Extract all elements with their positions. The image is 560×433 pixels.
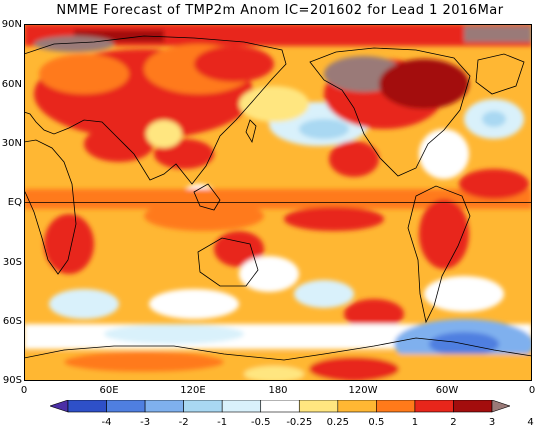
- lat-tick-eq: EQ: [7, 197, 22, 208]
- lon-tick-120e: 120E: [180, 385, 206, 396]
- lon-tick-120w: 120W: [348, 385, 378, 396]
- colorbar-label: -1: [217, 417, 228, 428]
- lat-tick-90s: 90S: [2, 375, 22, 386]
- colorbar-segment: [106, 400, 146, 413]
- colorbar-label: 0.25: [326, 417, 349, 428]
- colorbar-label: -4: [101, 417, 112, 428]
- colorbar-segment: [144, 400, 184, 413]
- colorbar-label: -0.5: [250, 417, 271, 428]
- colorbar-label: 3: [488, 417, 496, 428]
- anomaly-field: [24, 24, 532, 381]
- colorbar-label: 1: [411, 417, 419, 428]
- lon-tick-0-left: 0: [20, 385, 28, 396]
- map-title: NMME Forecast of TMP2m Anom IC=201602 fo…: [56, 3, 504, 18]
- colorbar-max-arrow: [491, 400, 510, 413]
- lat-tick-30s: 30S: [2, 257, 22, 268]
- map-frame: [24, 24, 532, 381]
- colorbar-label: 0.5: [368, 417, 385, 428]
- lon-tick-180: 180: [268, 385, 288, 396]
- colorbar-segment: [298, 400, 339, 413]
- lat-tick-60n: 60N: [1, 79, 22, 90]
- colorbar-min-arrow: [50, 400, 69, 413]
- lon-tick-60e: 60E: [99, 385, 119, 396]
- colorbar-segment: [183, 400, 223, 413]
- colorbar-segment: [221, 400, 262, 413]
- colorbar-label: -0.25: [286, 417, 313, 428]
- colorbar-segment: [376, 400, 416, 413]
- lat-tick-90n: 90N: [1, 19, 22, 30]
- colorbar-segment: [260, 400, 300, 413]
- colorbar: [50, 400, 510, 413]
- colorbar-label: 2: [450, 417, 457, 428]
- lon-tick-60w: 60W: [435, 385, 459, 396]
- map-border: [24, 24, 532, 381]
- colorbar-segment: [67, 400, 107, 413]
- coastlines: [24, 35, 532, 361]
- colorbar-segment: [453, 400, 493, 413]
- lat-tick-30n: 30N: [1, 138, 22, 149]
- colorbar-label: 4: [527, 417, 534, 428]
- lon-tick-0-right: 0: [528, 385, 536, 396]
- lat-tick-60s: 60S: [2, 316, 22, 327]
- anomaly-map: [24, 24, 532, 381]
- colorbar-segment: [337, 400, 377, 413]
- colorbar-segment: [414, 400, 454, 413]
- colorbar-label: -3: [140, 417, 151, 428]
- colorbar-label: -2: [178, 417, 189, 428]
